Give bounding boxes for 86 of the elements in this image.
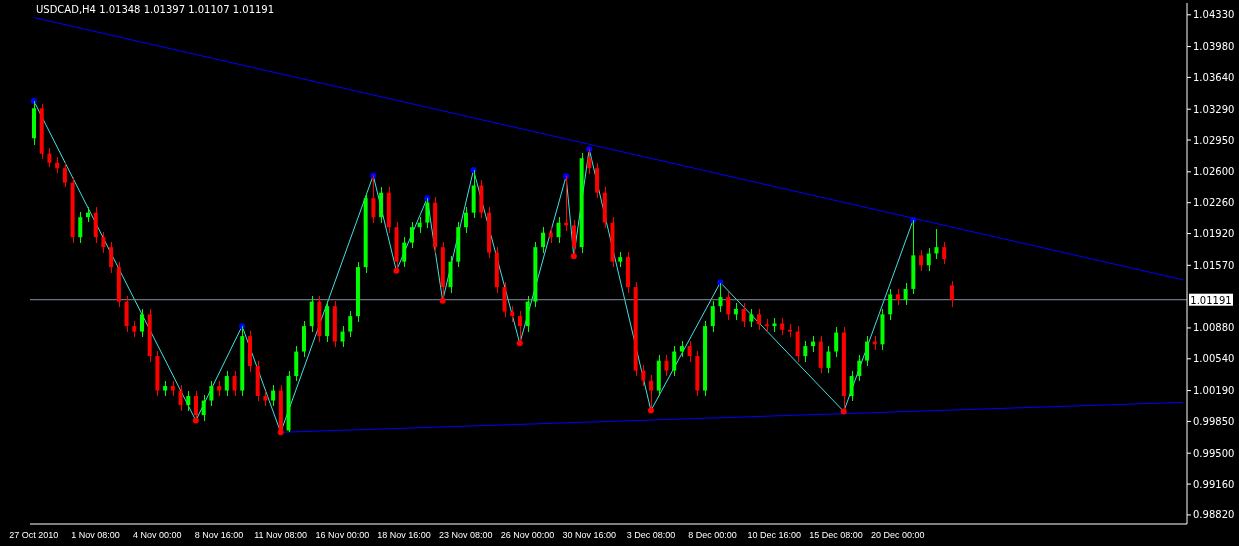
candlestick [949, 280, 954, 308]
candlestick [803, 340, 808, 363]
y-tick-label: 0.99500 [1193, 447, 1235, 459]
candlestick [865, 335, 870, 367]
y-tick-label: 1.03980 [1193, 41, 1235, 53]
candlestick [726, 291, 731, 321]
candlestick [834, 326, 839, 358]
x-tick-label: 26 Nov 00:00 [500, 530, 555, 541]
candlestick [271, 384, 276, 407]
candlestick [178, 384, 183, 412]
candlestick [556, 216, 561, 244]
candlestick [587, 148, 592, 175]
point [516, 340, 523, 347]
candlestick [571, 219, 576, 257]
candlestick [224, 370, 229, 397]
candlestick [718, 282, 723, 313]
point [393, 267, 400, 274]
y-tick-label: 1.03290 [1193, 103, 1235, 115]
candlestick [664, 354, 669, 377]
candlestick [463, 206, 468, 234]
candlestick [517, 310, 522, 344]
candlestick [371, 174, 376, 224]
candlestick [232, 370, 237, 397]
candlestick [425, 197, 430, 229]
y-tick-label: 1.00540 [1193, 353, 1235, 365]
y-tick-label: 1.00190 [1193, 385, 1235, 397]
candlestick [186, 390, 191, 412]
candlestick [934, 228, 939, 260]
y-tick-label: 1.02600 [1193, 166, 1235, 178]
candlestick [641, 364, 646, 387]
point [439, 297, 446, 304]
candlestick [942, 241, 947, 265]
candlestick [672, 345, 677, 377]
x-tick-label: 27 Oct 2010 [9, 530, 59, 541]
y-tick-label: 1.01920 [1193, 228, 1235, 240]
x-tick-label: 10 Dec 16:00 [747, 530, 802, 541]
x-tick-label: 15 Dec 08:00 [809, 530, 863, 541]
point [570, 253, 577, 260]
y-tick-label: 0.99160 [1193, 478, 1235, 490]
candlestick [857, 354, 862, 382]
candlestick [919, 249, 924, 272]
chart-title: USDCAD,H4 1.01348 1.01397 1.01107 1.01191 [36, 4, 275, 15]
y-tick-label: 1.03640 [1193, 71, 1235, 83]
x-tick-label: 23 Nov 08:00 [439, 530, 493, 541]
y-tick-label: 0.99850 [1193, 415, 1235, 427]
y-tick-label: 1.02950 [1193, 134, 1235, 146]
x-tick-label: 18 Nov 16:00 [377, 530, 431, 541]
candlestick [409, 221, 414, 249]
candlestick [749, 308, 754, 328]
x-tick-label: 1 Nov 08:00 [71, 530, 120, 541]
y-tick-label: 1.04330 [1193, 9, 1235, 21]
candlestick [348, 310, 353, 338]
x-tick-label: 20 Dec 00:00 [870, 530, 925, 541]
candlestick [541, 226, 546, 254]
y-tick-label: 1.02260 [1193, 197, 1235, 209]
candlestick [741, 302, 746, 328]
candlestick [340, 325, 345, 348]
x-tick-label: 30 Nov 16:00 [562, 530, 616, 541]
candlestick [109, 241, 114, 274]
y-tick-label: 1.00880 [1193, 322, 1235, 334]
candlestick [402, 236, 407, 268]
candlestick [757, 308, 762, 331]
x-tick-label: 11 Nov 08:00 [254, 530, 308, 541]
candlestick [888, 288, 893, 321]
y-tick-label: 1.01570 [1193, 259, 1235, 271]
ref-line-label: 1.01191 [1190, 294, 1232, 306]
candlestick [849, 370, 854, 402]
x-tick-label: 16 Nov 00:00 [315, 530, 370, 541]
candlestick [903, 282, 908, 306]
candlestick [78, 211, 83, 244]
candlestick [62, 162, 67, 188]
candlestick [201, 394, 206, 422]
candlestick [926, 247, 931, 272]
candlestick [139, 308, 144, 338]
candlestick [209, 380, 214, 407]
candlestick [687, 340, 692, 363]
candlestick [47, 147, 52, 168]
point [840, 408, 847, 415]
x-tick-label: 3 Dec 08:00 [626, 530, 676, 541]
candlestick [101, 231, 106, 254]
y-tick-label: 0.98820 [1193, 509, 1235, 521]
x-tick-label: 8 Dec 00:00 [688, 530, 737, 541]
x-tick-label: 8 Nov 16:00 [194, 530, 244, 541]
candlestick [710, 300, 715, 333]
x-tick-label: 4 Nov 00:00 [133, 530, 182, 541]
candlestick [826, 345, 831, 374]
